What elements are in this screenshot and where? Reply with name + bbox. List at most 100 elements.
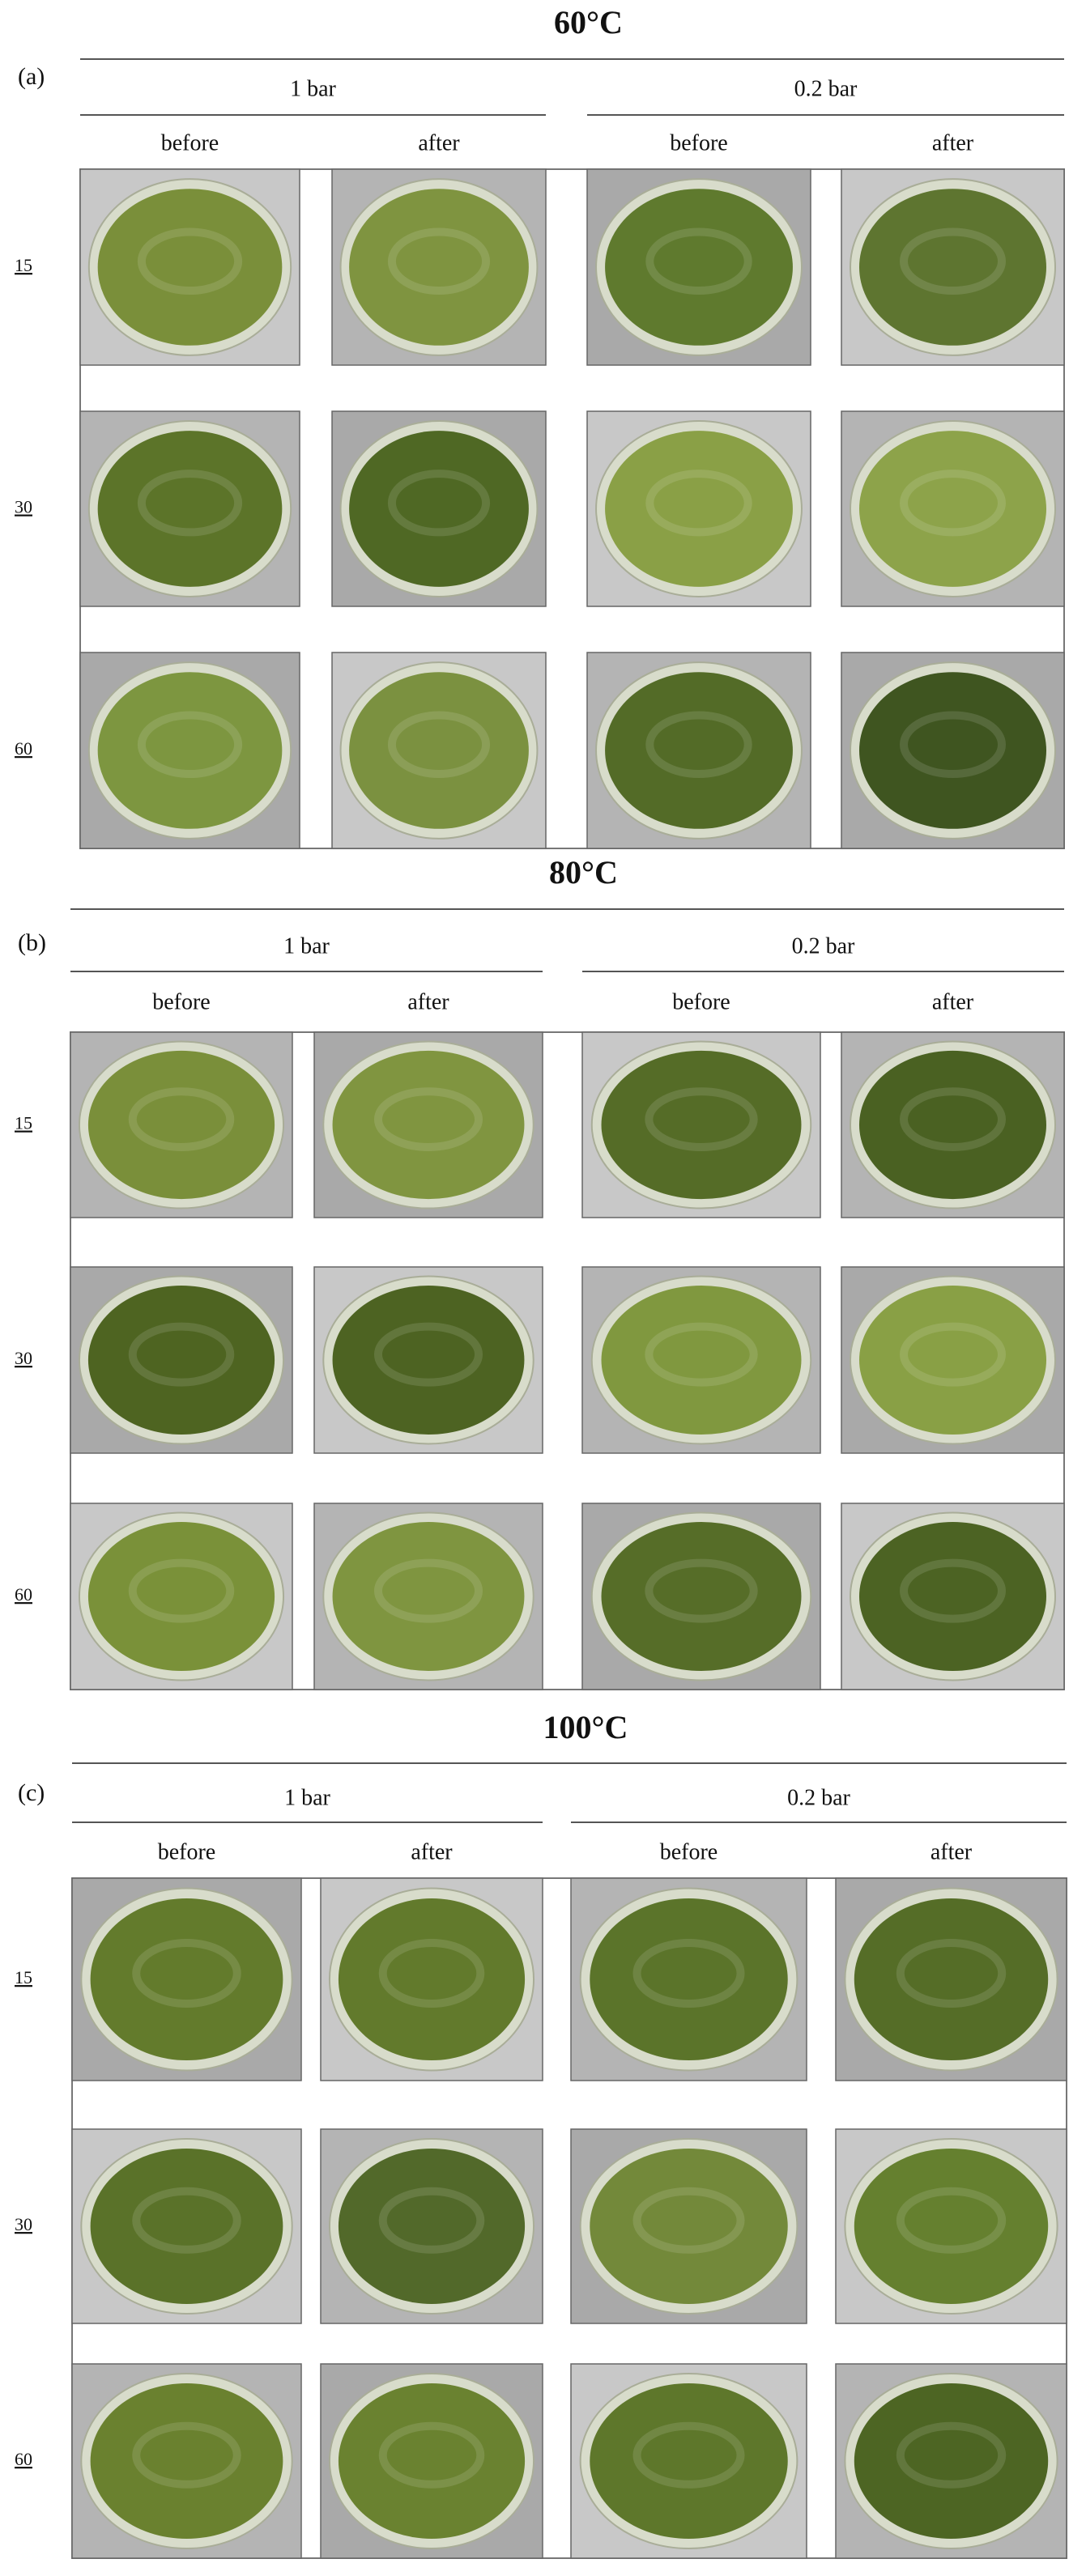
dish-content <box>601 1286 802 1435</box>
sample-photo <box>841 652 1065 849</box>
column-header: before <box>660 1839 718 1864</box>
dish-texture <box>128 1322 235 1387</box>
sample-photo <box>70 1503 293 1690</box>
dish-texture <box>645 1087 758 1151</box>
row-label: 30 <box>15 1348 32 1368</box>
dish-content <box>349 189 529 346</box>
dish-texture <box>378 1939 485 2008</box>
dish-content <box>859 1050 1046 1200</box>
dish-content <box>859 431 1046 587</box>
sample-photo <box>586 410 811 607</box>
panel-label: (b) <box>18 929 46 956</box>
panel-title: 60°C <box>554 4 623 40</box>
column-header: after <box>407 989 449 1014</box>
sample-photo <box>581 1503 821 1690</box>
group-header: 0.2 bar <box>792 933 855 959</box>
sample-photo <box>79 652 300 849</box>
dish-content <box>605 189 793 346</box>
sample-photo <box>570 1877 807 2081</box>
dish-texture <box>896 2421 1007 2489</box>
dish-texture <box>632 2421 745 2489</box>
panel-title: 80°C <box>549 854 618 891</box>
sample-photo <box>71 2128 302 2324</box>
dish-content <box>338 1898 526 2060</box>
sample-photo <box>313 1031 543 1218</box>
dish-content <box>854 1898 1049 2060</box>
column-header: after <box>411 1839 453 1864</box>
dish-texture <box>632 2187 745 2254</box>
column-header: after <box>418 130 460 155</box>
column-header: after <box>932 130 974 155</box>
sample-photo <box>835 2363 1067 2559</box>
column-header: after <box>932 989 974 1014</box>
dish-texture <box>645 227 752 295</box>
dish-texture <box>900 470 1006 537</box>
dish-content <box>97 189 283 346</box>
dish-texture <box>373 1087 483 1151</box>
dish-content <box>859 1522 1046 1671</box>
dish-content <box>590 2149 788 2304</box>
sample-photo <box>313 1503 543 1690</box>
dish-content <box>97 672 283 829</box>
row-label: 30 <box>15 497 32 517</box>
sample-photo <box>331 168 547 366</box>
dish-texture <box>632 1939 745 2008</box>
sample-photo <box>71 2363 302 2559</box>
row-label: 15 <box>15 255 32 275</box>
sample-photo <box>320 1877 543 2081</box>
row-label: 60 <box>15 2449 32 2469</box>
sample-photo <box>581 1266 821 1454</box>
dish-content <box>859 672 1046 829</box>
panel-label: (a) <box>18 63 45 90</box>
dish-content <box>97 431 283 587</box>
dish-content <box>601 1522 802 1671</box>
dish-content <box>332 1050 525 1200</box>
sample-photo <box>841 1266 1065 1454</box>
dish-texture <box>900 227 1006 295</box>
group-header: 1 bar <box>284 1785 330 1810</box>
column-header: before <box>161 130 219 155</box>
column-header: before <box>152 989 211 1014</box>
column-header: before <box>672 989 730 1014</box>
row-label: 15 <box>15 1113 32 1133</box>
sample-photo <box>320 2363 543 2559</box>
dish-texture <box>373 1558 483 1623</box>
sample-photo <box>586 168 811 366</box>
dish-texture <box>387 711 491 779</box>
dish-texture <box>378 2187 485 2254</box>
dish-texture <box>373 1322 483 1387</box>
column-header: before <box>158 1839 216 1864</box>
dish-texture <box>132 2187 241 2254</box>
dish-texture <box>132 1939 241 2008</box>
dish-texture <box>387 470 491 537</box>
dish-texture <box>645 1322 758 1387</box>
dish-texture <box>378 2421 485 2489</box>
sample-photo <box>586 652 811 849</box>
dish-texture <box>137 711 243 779</box>
dish-content <box>338 2149 526 2304</box>
dish-content <box>859 189 1046 346</box>
sample-photo <box>835 2128 1067 2324</box>
panel-label: (c) <box>18 1779 45 1806</box>
dish-texture <box>137 227 243 295</box>
row-label: 15 <box>15 1967 32 1987</box>
dish-content <box>349 672 529 829</box>
dish-content <box>854 2149 1049 2304</box>
group-header: 0.2 bar <box>794 76 858 101</box>
dish-content <box>90 2383 283 2539</box>
dish-content <box>332 1286 525 1435</box>
sample-photo <box>841 1031 1065 1218</box>
sample-photo <box>70 1266 293 1454</box>
group-header: 0.2 bar <box>787 1785 850 1810</box>
dish-texture <box>128 1558 235 1623</box>
dish-texture <box>137 470 243 537</box>
sample-photo <box>79 410 300 607</box>
dish-content <box>590 2383 788 2539</box>
dish-texture <box>896 1939 1007 2008</box>
dish-content <box>87 1050 275 1200</box>
dish-texture <box>645 711 752 779</box>
column-header: after <box>931 1839 973 1864</box>
dish-content <box>90 1898 283 2060</box>
